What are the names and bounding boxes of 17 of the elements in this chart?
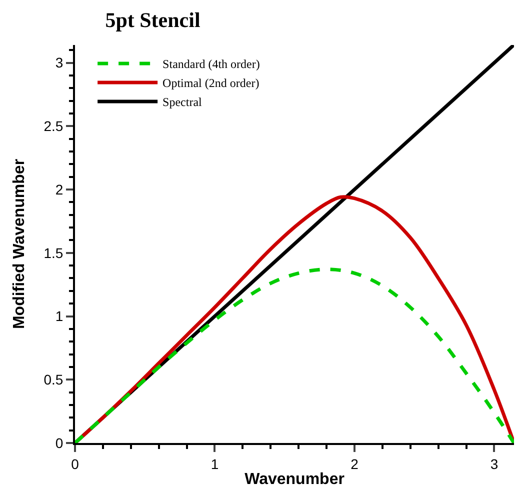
chart-title: 5pt Stencil xyxy=(105,8,200,32)
y-tick-label: 1.5 xyxy=(44,244,64,261)
y-tick-label: 2.5 xyxy=(44,118,64,134)
x-tick-label: 1 xyxy=(210,456,219,472)
legend-label: Standard (4th order) xyxy=(162,57,260,72)
y-axis-title: Modified Wavenumber xyxy=(11,158,28,330)
legend-label: Optimal (2nd order) xyxy=(162,76,260,90)
x-axis-title: Wavenumber xyxy=(244,471,344,488)
x-tick-label: 2 xyxy=(350,456,359,472)
legend-label: Spectral xyxy=(162,95,203,110)
y-tick-label: 3 xyxy=(55,54,64,71)
x-tick-label: 0 xyxy=(71,456,80,472)
y-tick-label: 0 xyxy=(55,434,64,451)
x-tick-label: 3 xyxy=(490,456,498,472)
y-tick-label: 0.5 xyxy=(44,372,64,388)
y-tick-label: 1 xyxy=(55,308,64,324)
y-tick-label: 2 xyxy=(55,181,64,198)
